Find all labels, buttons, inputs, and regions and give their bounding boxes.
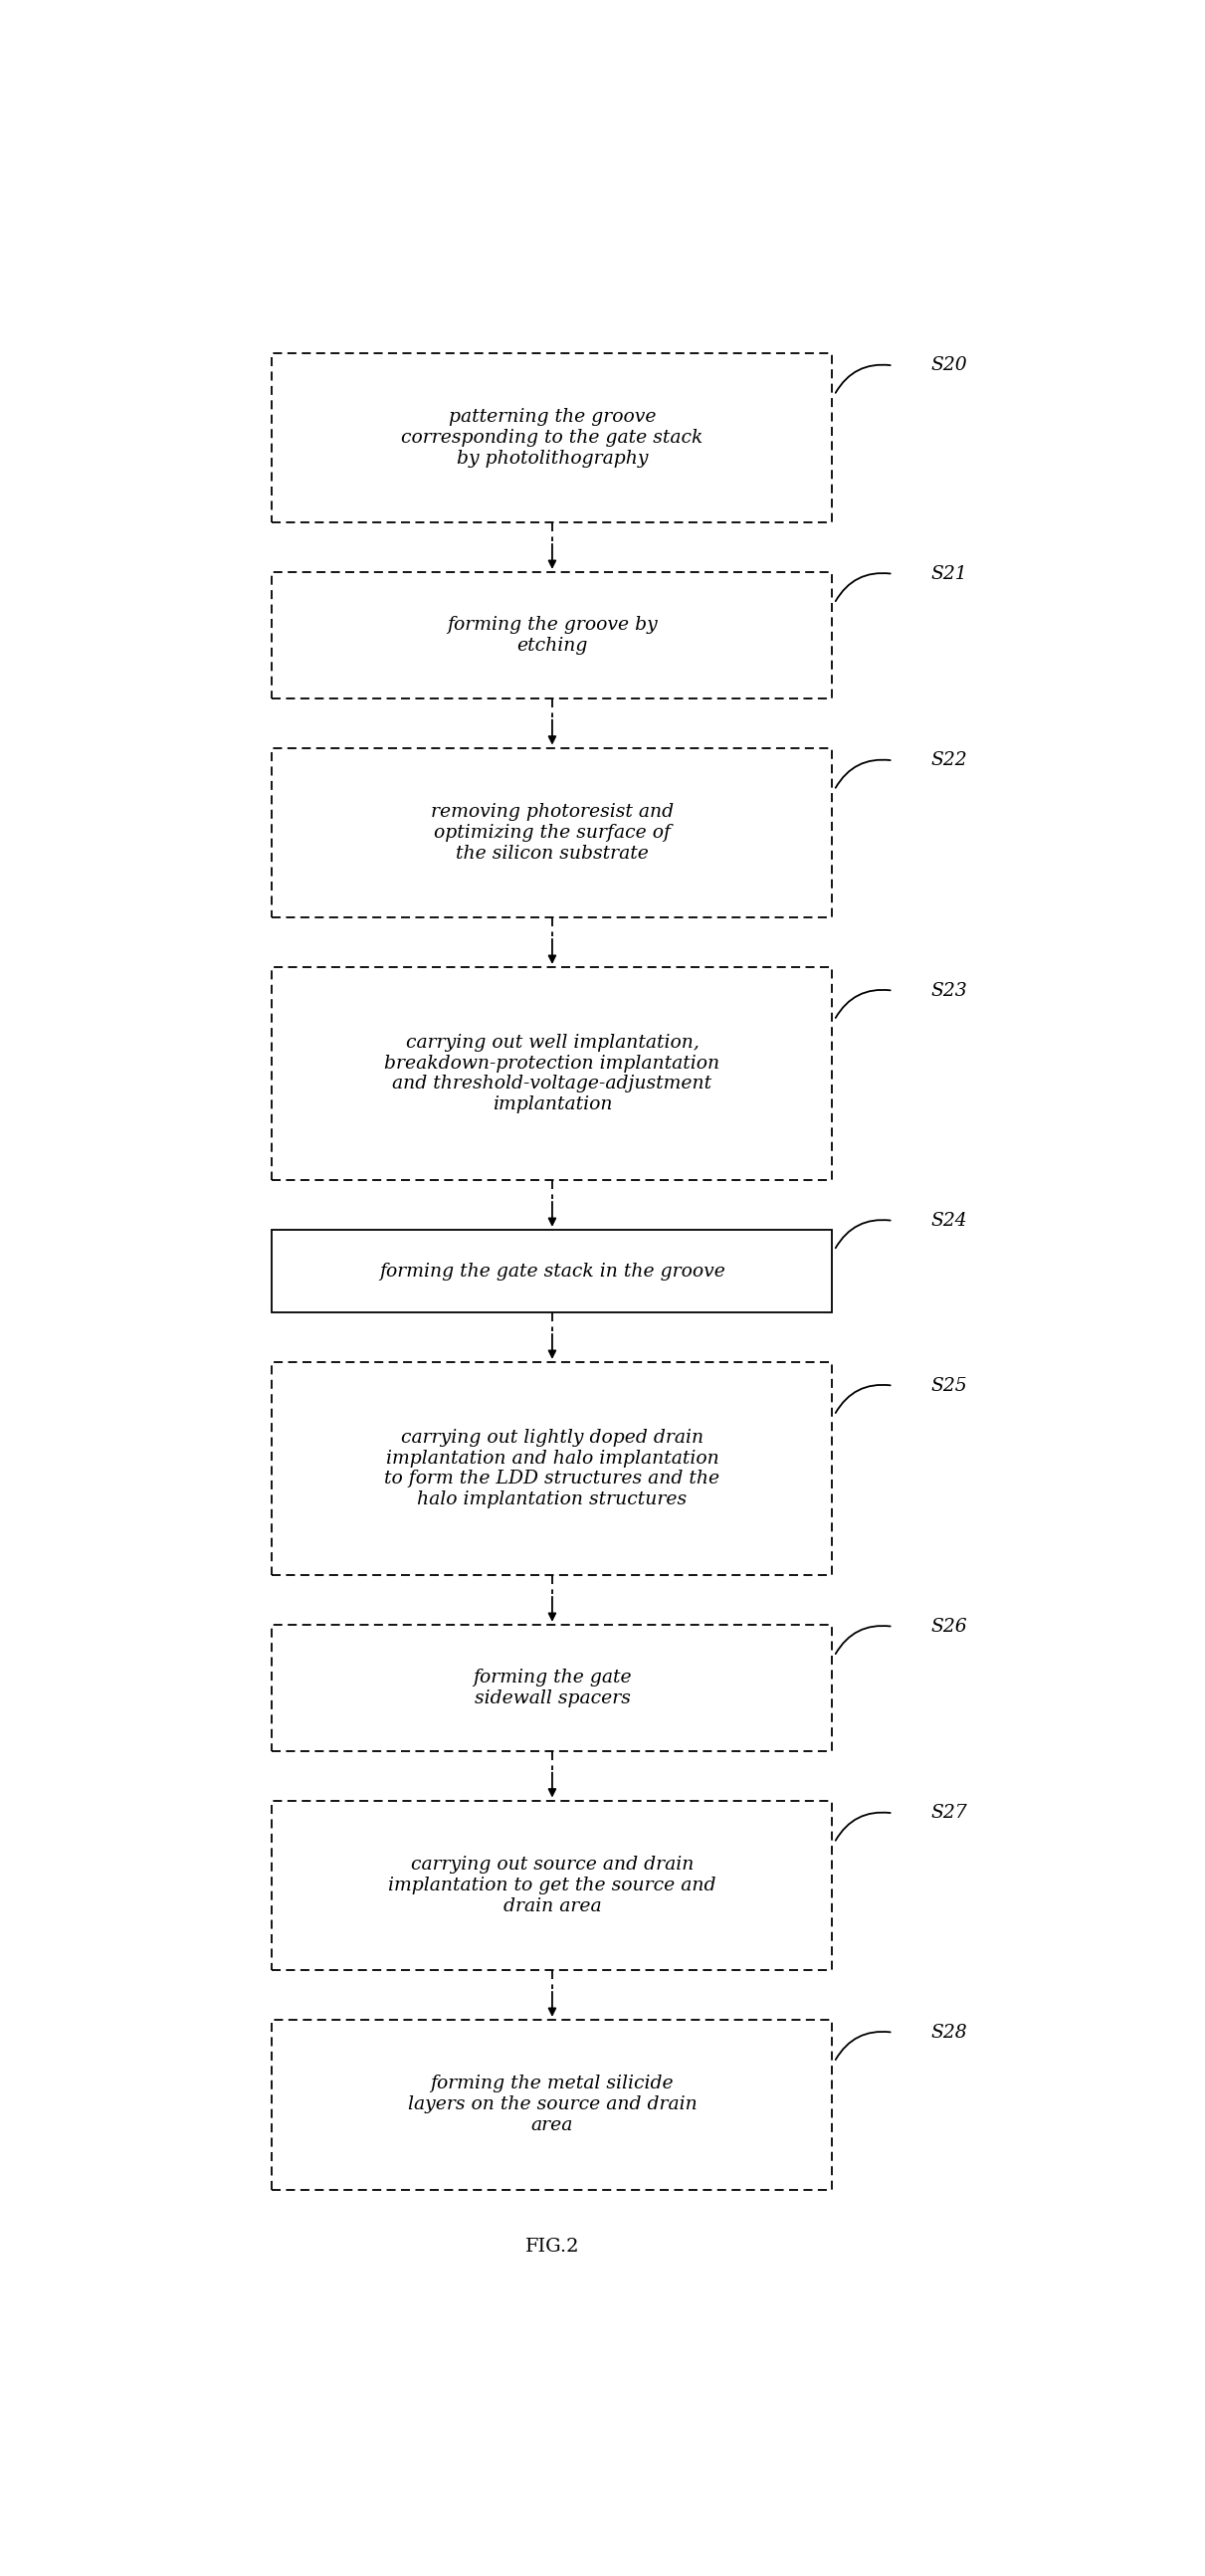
FancyArrowPatch shape <box>835 1625 890 1654</box>
Text: S23: S23 <box>930 981 966 999</box>
Text: forming the gate stack in the groove: forming the gate stack in the groove <box>380 1262 725 1280</box>
Text: carrying out lightly doped drain
implantation and halo implantation
to form the : carrying out lightly doped drain implant… <box>384 1430 719 1510</box>
Text: patterning the groove
corresponding to the gate stack
by photolithography: patterning the groove corresponding to t… <box>401 407 704 466</box>
Text: removing photoresist and
optimizing the surface of
the silicon substrate: removing photoresist and optimizing the … <box>430 804 674 863</box>
FancyArrowPatch shape <box>835 366 890 392</box>
Text: S25: S25 <box>930 1376 966 1394</box>
Text: forming the gate
sidewall spacers: forming the gate sidewall spacers <box>472 1669 631 1708</box>
Text: S22: S22 <box>930 752 966 770</box>
Text: S26: S26 <box>930 1618 966 1636</box>
Bar <box>272 572 833 698</box>
Text: FIG.2: FIG.2 <box>525 2239 580 2254</box>
Bar <box>272 1363 833 1577</box>
Bar <box>272 353 833 523</box>
Bar <box>272 966 833 1180</box>
Text: S20: S20 <box>930 355 966 374</box>
FancyArrowPatch shape <box>835 1814 890 1839</box>
Text: carrying out well implantation,
breakdown-protection implantation
and threshold-: carrying out well implantation, breakdow… <box>384 1033 719 1113</box>
Text: forming the metal silicide
layers on the source and drain
area: forming the metal silicide layers on the… <box>407 2074 696 2136</box>
Bar <box>272 2020 833 2190</box>
FancyArrowPatch shape <box>835 572 890 600</box>
Text: S27: S27 <box>930 1803 966 1821</box>
Text: forming the groove by
etching: forming the groove by etching <box>447 616 658 654</box>
FancyArrowPatch shape <box>835 2032 890 2061</box>
FancyArrowPatch shape <box>835 1386 890 1412</box>
FancyArrowPatch shape <box>835 1221 890 1247</box>
Text: S28: S28 <box>930 2025 966 2040</box>
FancyArrowPatch shape <box>835 760 890 788</box>
Bar <box>272 747 833 917</box>
Text: S24: S24 <box>930 1211 966 1229</box>
Text: S21: S21 <box>930 564 966 582</box>
Bar <box>272 1625 833 1752</box>
Bar <box>272 1801 833 1971</box>
Text: carrying out source and drain
implantation to get the source and
drain area: carrying out source and drain implantati… <box>388 1855 716 1914</box>
Bar <box>272 1229 833 1314</box>
FancyArrowPatch shape <box>835 989 890 1018</box>
